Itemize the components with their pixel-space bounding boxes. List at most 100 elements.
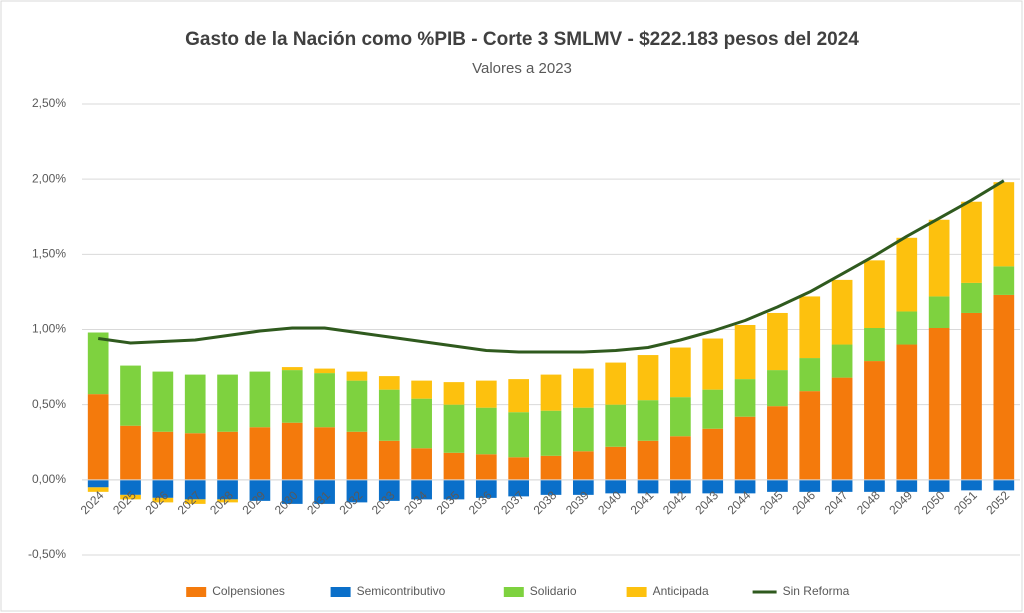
bar-segment xyxy=(217,499,238,503)
legend-label: Sin Reforma xyxy=(783,584,850,598)
bar-segment xyxy=(540,410,562,456)
bar-segment xyxy=(637,440,659,480)
bar-segment xyxy=(281,370,303,423)
bar-segment xyxy=(799,296,821,359)
bar-segment xyxy=(993,266,1015,295)
y-tick-label: 0,00% xyxy=(32,472,66,486)
bar-segment xyxy=(928,479,950,492)
bar-segment xyxy=(864,260,885,328)
y-tick-label: 2,00% xyxy=(32,171,66,185)
bar-segment xyxy=(961,201,982,283)
bar-segment xyxy=(831,279,853,345)
bar-segment xyxy=(605,446,627,480)
bar-segment xyxy=(702,389,724,429)
bar-segment xyxy=(87,332,109,395)
bar-segment xyxy=(637,355,659,401)
bar-segment xyxy=(605,479,627,494)
bar-segment xyxy=(572,368,594,408)
bar-segment xyxy=(572,479,594,495)
bar-segment xyxy=(637,479,659,494)
bar-segment xyxy=(87,479,109,488)
legend-label: Solidario xyxy=(530,584,577,598)
y-tick-label: 1,00% xyxy=(32,322,66,336)
bar-segment xyxy=(217,479,238,500)
bar-segment xyxy=(702,338,724,390)
bar-segment xyxy=(378,376,400,390)
y-tick-label: -0,50% xyxy=(28,547,66,561)
legend-swatch xyxy=(626,587,647,597)
bar-segment xyxy=(508,412,530,458)
bar-segment xyxy=(799,479,821,492)
bar-segment xyxy=(572,451,594,480)
bar-segment xyxy=(378,479,400,501)
bar-segment xyxy=(411,398,432,449)
bar-segment xyxy=(670,436,691,480)
bar-segment xyxy=(896,344,918,480)
bar-segment xyxy=(184,433,206,480)
bar-segment xyxy=(540,455,562,480)
bar-segment xyxy=(993,294,1015,480)
line-series xyxy=(97,179,1005,354)
bar-segment xyxy=(184,479,206,500)
bar-segment xyxy=(767,312,788,371)
bar-segment xyxy=(702,428,724,480)
bar-segment xyxy=(767,370,788,407)
bar-segment xyxy=(670,397,691,437)
bar-segment xyxy=(281,479,303,504)
bar-segment xyxy=(314,368,335,374)
bar-segment xyxy=(637,400,659,441)
bar-segment xyxy=(961,479,982,491)
bar-segment xyxy=(87,487,109,492)
chart-subtitle: Valores a 2023 xyxy=(472,60,572,77)
bar-segment xyxy=(120,494,141,500)
bar-segment xyxy=(734,479,756,494)
legend-label: Colpensiones xyxy=(212,584,285,598)
bar-segment xyxy=(670,479,691,494)
chart-title: Gasto de la Nación como %PIB - Corte 3 S… xyxy=(185,29,859,50)
bar-segment xyxy=(572,407,594,452)
bar-segment xyxy=(314,373,335,428)
bar-segment xyxy=(152,497,174,503)
bar-segment xyxy=(734,416,756,480)
legend-label: Semicontributivo xyxy=(357,584,446,598)
y-tick-label: 0,50% xyxy=(32,397,66,411)
bar-segment xyxy=(734,324,756,380)
bar-segment xyxy=(928,296,950,328)
bar-segment xyxy=(670,347,691,398)
bar-segment xyxy=(411,479,432,500)
bar-segment xyxy=(508,479,530,497)
bar-segment xyxy=(346,371,368,381)
bar-segment xyxy=(540,374,562,411)
y-tick-label: 2,50% xyxy=(32,96,66,110)
bar-segment xyxy=(961,312,982,480)
bar-segment xyxy=(961,282,982,313)
bar-segment xyxy=(443,479,465,500)
bar-segment xyxy=(831,377,853,480)
y-tick-label: 1,50% xyxy=(32,247,66,261)
bar-segment xyxy=(799,358,821,392)
bar-segment xyxy=(346,431,368,480)
bar-segment xyxy=(184,374,206,434)
bar-segment xyxy=(702,479,724,494)
bar-segment xyxy=(120,365,141,426)
bar-segment xyxy=(281,367,303,371)
bar-segment xyxy=(928,327,950,480)
bar-segment xyxy=(993,479,1015,491)
bar-segment xyxy=(540,479,562,495)
bar-segment xyxy=(346,380,368,432)
bar-segment xyxy=(605,404,627,447)
bar-segment xyxy=(928,219,950,297)
bar-segment xyxy=(831,479,853,492)
bar-segment xyxy=(831,344,853,378)
bar-segment xyxy=(734,379,756,417)
bar-segment xyxy=(152,431,174,480)
bar-segment xyxy=(864,479,885,492)
bar-segment xyxy=(249,371,271,428)
bar-segment xyxy=(314,479,335,504)
bar-segment xyxy=(864,361,885,480)
bar-segment xyxy=(508,379,530,413)
bar-segment xyxy=(767,406,788,480)
bar-segment xyxy=(120,479,141,495)
bar-segment xyxy=(378,389,400,441)
